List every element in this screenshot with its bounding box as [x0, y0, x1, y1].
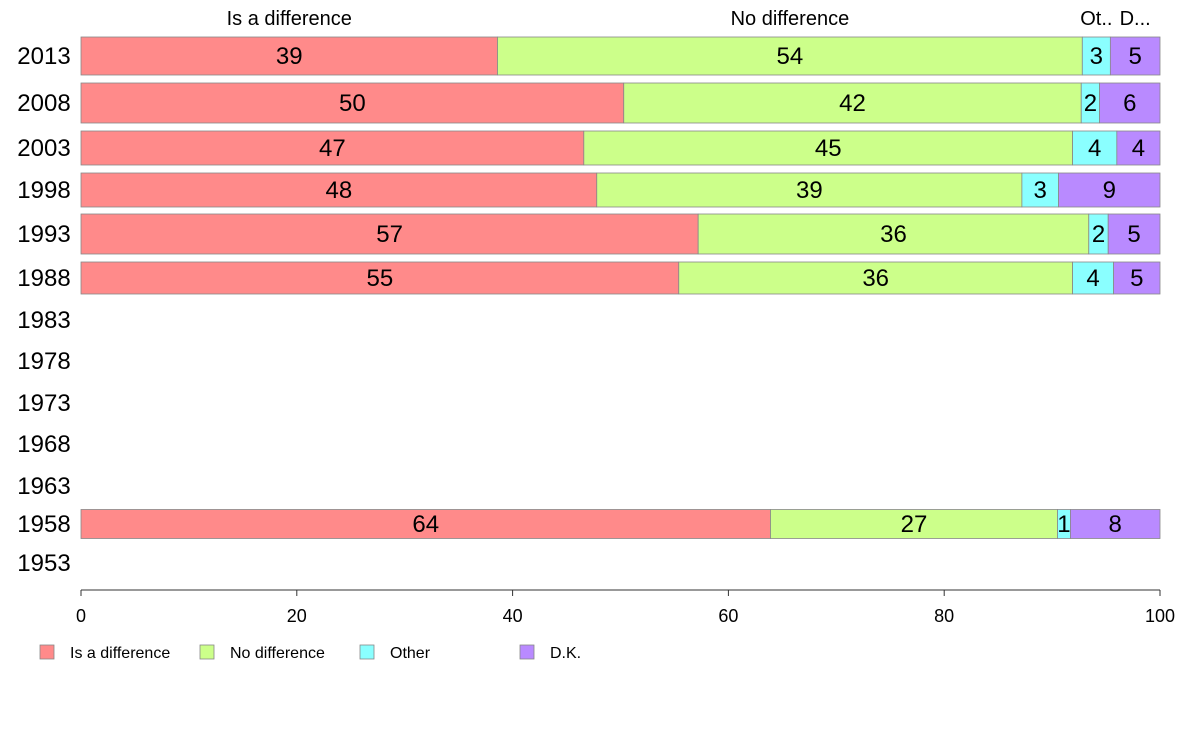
bar-label-1993-2: 2	[1092, 221, 1105, 248]
year-label-1968: 1968	[17, 431, 70, 458]
legend-label-2: Other	[390, 645, 431, 662]
bar-label-1988-0: 55	[367, 265, 394, 292]
bar-2013-other	[1081, 36, 1111, 76]
bar-2003-is-a-difference	[80, 130, 585, 166]
bar-1998-d-k-	[1058, 172, 1161, 208]
bar-label-1958-0: 64	[412, 511, 439, 538]
legend-swatch-2	[359, 644, 375, 660]
bar-label-2013-3: 5	[1129, 43, 1142, 70]
legend-swatch-0	[39, 644, 55, 660]
year-label-2013: 2013	[17, 43, 70, 70]
legend-label-0: Is a difference	[70, 645, 170, 662]
bar-1993-d-k-	[1107, 213, 1161, 255]
bar-1998-is-a-difference	[80, 172, 598, 208]
year-label-1998: 1998	[17, 177, 70, 204]
bar-label-1958-3: 8	[1109, 511, 1122, 538]
column-header-3: D...	[1120, 8, 1151, 30]
bar-label-1998-0: 48	[326, 177, 353, 204]
x-tick-label-20: 20	[287, 606, 307, 626]
x-tick-label-80: 80	[934, 606, 954, 626]
bar-label-2013-2: 3	[1090, 43, 1103, 70]
bar-1993-no-difference	[697, 213, 1090, 255]
bar-label-2003-0: 47	[319, 135, 346, 162]
bar-2008-d-k-	[1099, 82, 1161, 124]
bar-label-1998-1: 39	[796, 177, 823, 204]
year-label-1953: 1953	[17, 550, 70, 577]
bar-label-2008-0: 50	[339, 90, 366, 117]
bar-2013-no-difference	[497, 36, 1083, 76]
bar-1988-d-k-	[1113, 261, 1161, 295]
bar-label-2008-1: 42	[839, 90, 866, 117]
bar-label-2003-2: 4	[1088, 135, 1101, 162]
bar-label-1988-2: 4	[1086, 265, 1099, 292]
year-label-2003: 2003	[17, 135, 70, 162]
bar-2013-is-a-difference	[80, 36, 498, 76]
year-label-1988: 1988	[17, 265, 70, 292]
year-label-1958: 1958	[17, 511, 70, 538]
bar-1998-other	[1021, 172, 1059, 208]
column-header-2: Ot..	[1080, 8, 1112, 30]
bar-1958-is-a-difference	[80, 509, 771, 539]
bar-label-2008-2: 2	[1084, 90, 1097, 117]
bar-2008-is-a-difference	[80, 82, 625, 124]
bar-label-1993-0: 57	[376, 221, 403, 248]
bar-1988-other	[1072, 261, 1115, 295]
bar-2008-no-difference	[623, 82, 1082, 124]
legend-label-1: No difference	[230, 645, 325, 662]
bar-label-1958-2: 1	[1057, 511, 1070, 538]
column-header-1: No difference	[731, 8, 850, 30]
bar-2003-other	[1072, 130, 1118, 166]
x-tick-label-0: 0	[76, 606, 86, 626]
year-label-1963: 1963	[17, 473, 70, 500]
bar-2013-d-k-	[1109, 36, 1161, 76]
bar-label-1958-1: 27	[901, 511, 928, 538]
legend-label-3: D.K.	[550, 645, 581, 662]
x-tick-label-60: 60	[718, 606, 738, 626]
bar-label-1998-3: 9	[1103, 177, 1116, 204]
bar-label-2013-1: 54	[777, 43, 804, 70]
year-label-1978: 1978	[17, 348, 70, 375]
bar-1998-no-difference	[596, 172, 1023, 208]
legend-swatch-3	[519, 644, 535, 660]
bar-1993-is-a-difference	[80, 213, 699, 255]
bar-2003-d-k-	[1116, 130, 1161, 166]
bar-label-1988-1: 36	[862, 265, 889, 292]
bar-label-1993-1: 36	[880, 221, 907, 248]
bar-2003-no-difference	[583, 130, 1074, 166]
bar-label-2013-0: 39	[276, 43, 303, 70]
column-header-0: Is a difference	[227, 8, 352, 30]
year-label-1993: 1993	[17, 221, 70, 248]
year-label-1973: 1973	[17, 390, 70, 417]
bar-label-1993-3: 5	[1127, 221, 1140, 248]
bar-label-1988-3: 5	[1130, 265, 1143, 292]
bar-label-2003-1: 45	[815, 135, 842, 162]
x-tick-label-40: 40	[503, 606, 523, 626]
bar-label-2003-3: 4	[1132, 135, 1145, 162]
bar-label-2008-3: 6	[1123, 90, 1136, 117]
year-label-1983: 1983	[17, 307, 70, 334]
bar-1958-d-k-	[1070, 509, 1161, 539]
x-tick-label-100: 100	[1145, 606, 1175, 626]
legend-swatch-1	[199, 644, 215, 660]
bar-1958-no-difference	[770, 509, 1058, 539]
bar-label-1998-2: 3	[1034, 177, 1047, 204]
year-label-2008: 2008	[17, 90, 70, 117]
